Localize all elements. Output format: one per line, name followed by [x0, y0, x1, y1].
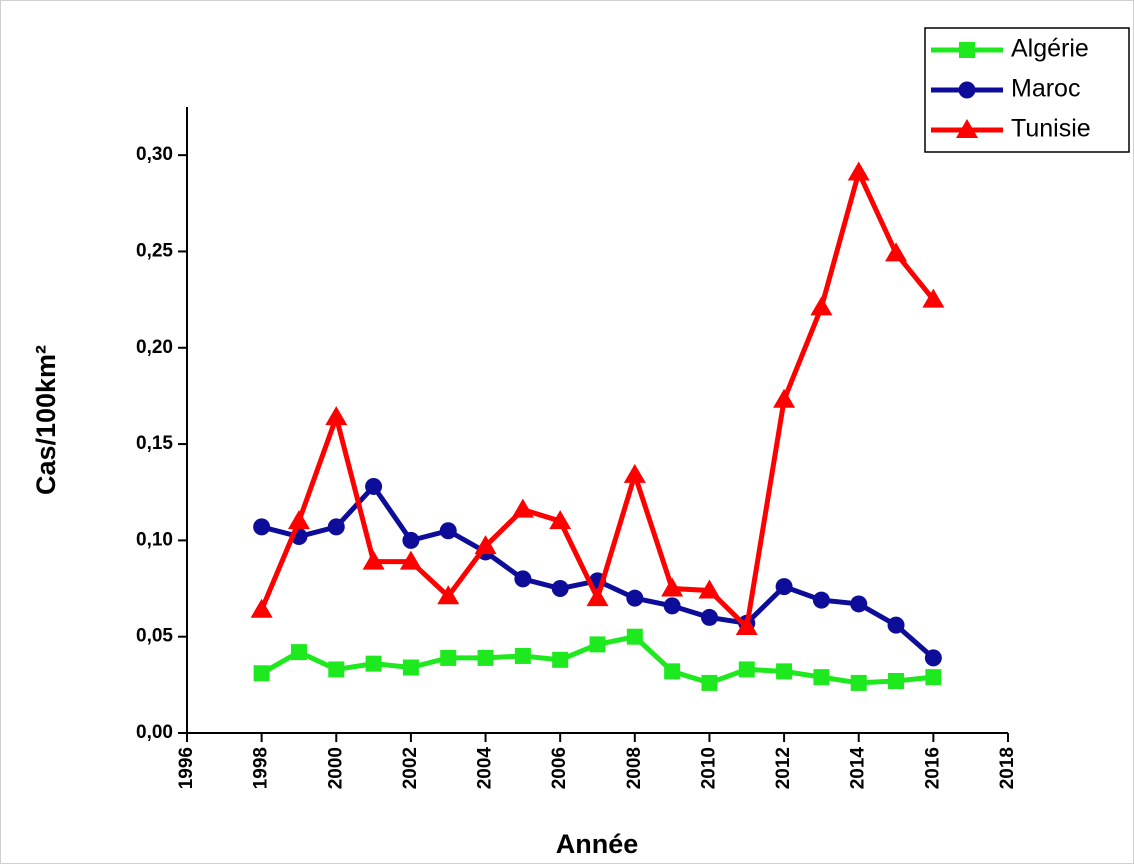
marker [698, 579, 721, 599]
marker [290, 644, 307, 661]
marker [437, 585, 460, 605]
marker [514, 570, 532, 588]
marker [253, 518, 271, 536]
marker [775, 578, 793, 596]
marker [925, 669, 942, 686]
x-tick-label: 2010 [698, 747, 719, 789]
x-tick-label: 2012 [773, 747, 794, 789]
legend-marker [956, 119, 978, 138]
x-tick-label: 2016 [922, 747, 943, 789]
marker [773, 388, 796, 408]
marker [885, 242, 908, 262]
legend-label: Tunisie [1011, 115, 1091, 143]
x-axis-label: Année [556, 829, 639, 859]
marker [327, 518, 345, 536]
legend-marker [959, 42, 975, 58]
marker [887, 616, 905, 634]
marker [362, 550, 385, 570]
marker [850, 595, 868, 613]
legend-label: Algérie [1011, 35, 1089, 63]
marker [477, 649, 494, 666]
y-tick-label: 0,25 [136, 240, 173, 261]
y-axis-label: Cas/100km² [31, 345, 61, 495]
y-tick-label: 0,30 [136, 144, 173, 165]
marker [328, 661, 345, 678]
marker [701, 674, 718, 691]
legend-marker [958, 81, 976, 99]
marker [810, 296, 833, 316]
marker [888, 672, 905, 689]
legend-label: Maroc [1011, 75, 1080, 103]
marker [440, 649, 457, 666]
marker [623, 463, 646, 483]
marker [626, 589, 644, 607]
marker [552, 651, 569, 668]
marker [776, 663, 793, 680]
marker [365, 477, 383, 495]
y-tick-label: 0,05 [136, 626, 173, 647]
x-tick-label: 2018 [997, 747, 1018, 789]
marker [287, 510, 310, 530]
marker [549, 510, 572, 530]
marker [551, 580, 569, 598]
marker [325, 406, 348, 426]
marker [661, 577, 684, 597]
marker [474, 535, 497, 555]
marker [402, 659, 419, 676]
marker [700, 608, 718, 626]
x-tick-label: 2004 [475, 747, 496, 790]
x-tick-label: 2006 [549, 747, 570, 789]
marker [812, 591, 830, 609]
x-tick-label: 2000 [325, 747, 346, 789]
marker [738, 661, 755, 678]
marker [589, 636, 606, 653]
x-tick-label: 1996 [176, 747, 197, 789]
y-tick-label: 0,20 [136, 337, 173, 358]
marker [735, 616, 758, 636]
marker [664, 663, 681, 680]
marker [511, 498, 534, 518]
marker [663, 597, 681, 615]
marker [626, 628, 643, 645]
y-tick-label: 0,00 [136, 722, 173, 743]
marker [399, 550, 422, 570]
marker [439, 522, 457, 540]
marker [847, 161, 870, 181]
marker [253, 665, 270, 682]
x-tick-label: 1998 [251, 747, 272, 789]
marker [922, 288, 945, 308]
marker [586, 587, 609, 607]
marker [924, 649, 942, 667]
marker [402, 531, 420, 549]
x-tick-label: 2002 [400, 747, 421, 789]
y-tick-label: 0,10 [136, 529, 173, 550]
x-tick-label: 2008 [624, 747, 645, 789]
y-tick-label: 0,15 [136, 433, 173, 454]
marker [850, 674, 867, 691]
marker [813, 669, 830, 686]
x-tick-label: 2014 [848, 747, 869, 790]
marker [250, 598, 273, 618]
marker [514, 647, 531, 664]
marker [365, 655, 382, 672]
